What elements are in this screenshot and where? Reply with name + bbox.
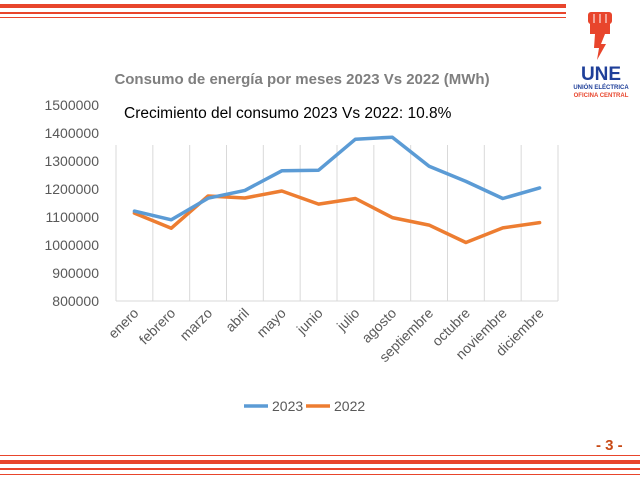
- y-tick-label: 1300000: [44, 153, 99, 169]
- brand-line1: UNIÓN ELÉCTRICA: [573, 83, 629, 91]
- series-line-2023: [132, 135, 542, 222]
- chart-annotation: Crecimiento del consumo 2023 Vs 2022: 10…: [124, 105, 452, 122]
- legend: 2023 2022: [244, 398, 365, 414]
- y-tick-label: 1400000: [44, 125, 99, 141]
- y-tick-label: 1500000: [44, 97, 99, 113]
- y-tick-label: 1100000: [46, 209, 100, 225]
- legend-label-2023: 2023: [272, 398, 303, 414]
- legend-label-2022: 2022: [334, 398, 365, 414]
- bottom-stripe-thin-2: [0, 468, 640, 470]
- raised-fist-lightning-icon: [588, 12, 612, 60]
- page-number: - 3 -: [596, 437, 623, 454]
- series-lines: [132, 135, 542, 245]
- y-axis-ticks: 800000 900000 1000000 1100000 1200000 1300000…: [44, 97, 99, 309]
- y-tick-label: 1200000: [44, 181, 99, 197]
- chart-title: Consumo de energía por meses 2023 Vs 202…: [114, 71, 489, 88]
- bottom-stripe-thin-3: [0, 474, 640, 475]
- bottom-stripe-thick: [0, 460, 640, 464]
- x-tick-label: febrero: [136, 305, 179, 348]
- brand-line2: OFICINA CENTRAL: [574, 93, 629, 99]
- y-tick-label: 1000000: [44, 237, 99, 253]
- brand-logo: UNE UNIÓN ELÉCTRICA OFICINA CENTRAL: [573, 12, 629, 99]
- top-stripe-thin-2: [0, 17, 566, 18]
- x-tick-label: marzo: [176, 305, 215, 344]
- x-tick-label: mayo: [253, 305, 289, 341]
- x-tick-label: julio: [333, 305, 363, 335]
- brand-name: UNE: [581, 64, 621, 85]
- y-tick-label: 900000: [52, 265, 99, 281]
- x-tick-label: abril: [222, 305, 252, 335]
- grid-lines: [115, 145, 559, 302]
- top-stripe-thick: [0, 4, 566, 8]
- top-stripe-thin: [0, 12, 566, 14]
- bottom-stripe-thin-1: [0, 455, 640, 456]
- x-tick-label: junio: [293, 305, 326, 338]
- y-tick-label: 800000: [52, 293, 99, 309]
